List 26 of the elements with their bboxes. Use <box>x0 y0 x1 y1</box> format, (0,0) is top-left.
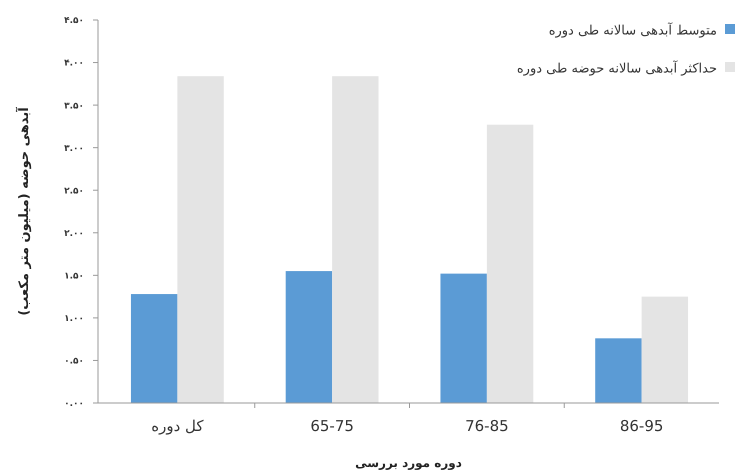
x-tick-label: 86-95 <box>620 417 664 435</box>
y-tick-label: ۰.۵۰ <box>64 356 84 367</box>
y-axis-title: آبدهی حوضه (میلیون متر مکعب) <box>15 106 32 316</box>
legend-label: حداکثر آبدهی سالانه حوضه طی دوره <box>516 60 717 77</box>
y-tick-label: ۰.۰۰ <box>64 399 84 410</box>
x-tick-label: کل دوره <box>151 417 204 435</box>
bar <box>486 124 534 403</box>
y-tick-label: ۴.۰۰ <box>64 58 84 69</box>
bar <box>642 296 688 403</box>
bar <box>177 76 224 403</box>
y-tick-label: ۴.۵۰ <box>64 16 84 26</box>
y-tick-label: ۲.۵۰ <box>64 186 84 196</box>
bar <box>440 274 487 403</box>
bar <box>130 294 178 403</box>
y-tick-label: ۱.۵۰ <box>64 271 84 282</box>
bar <box>286 271 332 403</box>
y-tick-label: ۲.۰۰ <box>64 228 84 239</box>
bar <box>595 338 642 403</box>
x-tick-label: 76-85 <box>465 417 509 435</box>
y-tick-label: ۱.۰۰ <box>64 314 84 324</box>
y-tick-label: ۳.۵۰ <box>64 101 84 112</box>
y-tick-label: ۳.۰۰ <box>64 144 84 154</box>
x-tick-label: 65-75 <box>310 417 354 435</box>
legend-label: متوسط آبدهی سالانه طی دوره <box>548 22 717 39</box>
x-axis-title: دوره مورد بررسی <box>355 456 462 470</box>
bar <box>332 76 379 403</box>
